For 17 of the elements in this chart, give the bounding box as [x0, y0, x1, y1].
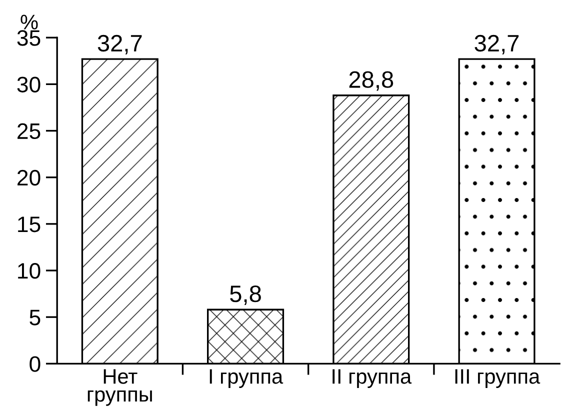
y-axis-title: % [20, 14, 38, 30]
y-tick-label: 30 [17, 76, 40, 92]
x-tick-label: Нет группы [88, 369, 152, 406]
y-tick-label: 10 [18, 263, 40, 279]
data-label: 28,8 [349, 71, 394, 91]
y-tick-label: 15 [18, 216, 40, 232]
y-tick-label: 35 [17, 30, 40, 46]
y-tick-label: 0 [30, 356, 40, 372]
data-label: 32,7 [474, 34, 519, 54]
y-tick-label: 25 [18, 123, 40, 140]
data-label: 5,8 [230, 285, 261, 305]
x-tick-label: III группа [455, 369, 540, 388]
data-label: 32,7 [98, 34, 142, 54]
y-tick-label: 20 [18, 170, 40, 186]
x-tick-label: II группа [332, 369, 412, 388]
y-tick-label: 5 [30, 310, 40, 326]
x-tick-label: I группа [210, 369, 284, 388]
